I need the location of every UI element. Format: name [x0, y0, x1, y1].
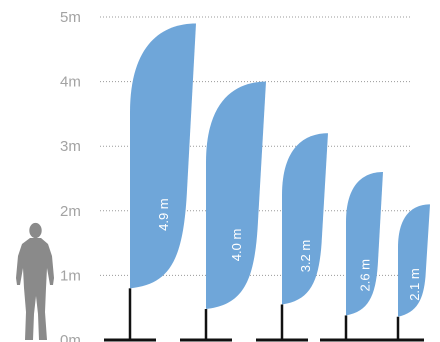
- scale-label-3: 3m: [60, 138, 81, 155]
- flag-2: 4.0 m: [180, 81, 266, 342]
- flag-1: 4.9 m: [104, 23, 196, 342]
- flag-height-label: 2.6 m: [358, 259, 373, 292]
- flag-height-label: 2.1 m: [407, 268, 422, 301]
- flag-body: [346, 172, 383, 316]
- flag-5: 2.1 m: [372, 204, 430, 342]
- flag-group: 4.9 m 4.0 m 3.2 m 2.6 m 2.1 m: [104, 23, 430, 342]
- flag-4: 2.6 m: [320, 172, 383, 342]
- scale-label-4: 4m: [60, 74, 81, 91]
- flag-body: [130, 23, 196, 289]
- person-silhouette-icon: [16, 222, 54, 340]
- flag-body: [398, 204, 430, 317]
- flag-body: [282, 133, 328, 305]
- scale-label-1: 1m: [60, 267, 81, 284]
- flag-height-label: 4.9 m: [156, 198, 171, 231]
- flag-height-label: 3.2 m: [298, 240, 313, 273]
- flag-height-label: 4.0 m: [229, 229, 244, 262]
- flag-3: 3.2 m: [256, 133, 328, 342]
- scale-label-2: 2m: [60, 203, 81, 220]
- scale-label-5: 5m: [60, 9, 81, 26]
- flag-body: [206, 81, 266, 309]
- scale-label-0: 0m: [60, 332, 81, 342]
